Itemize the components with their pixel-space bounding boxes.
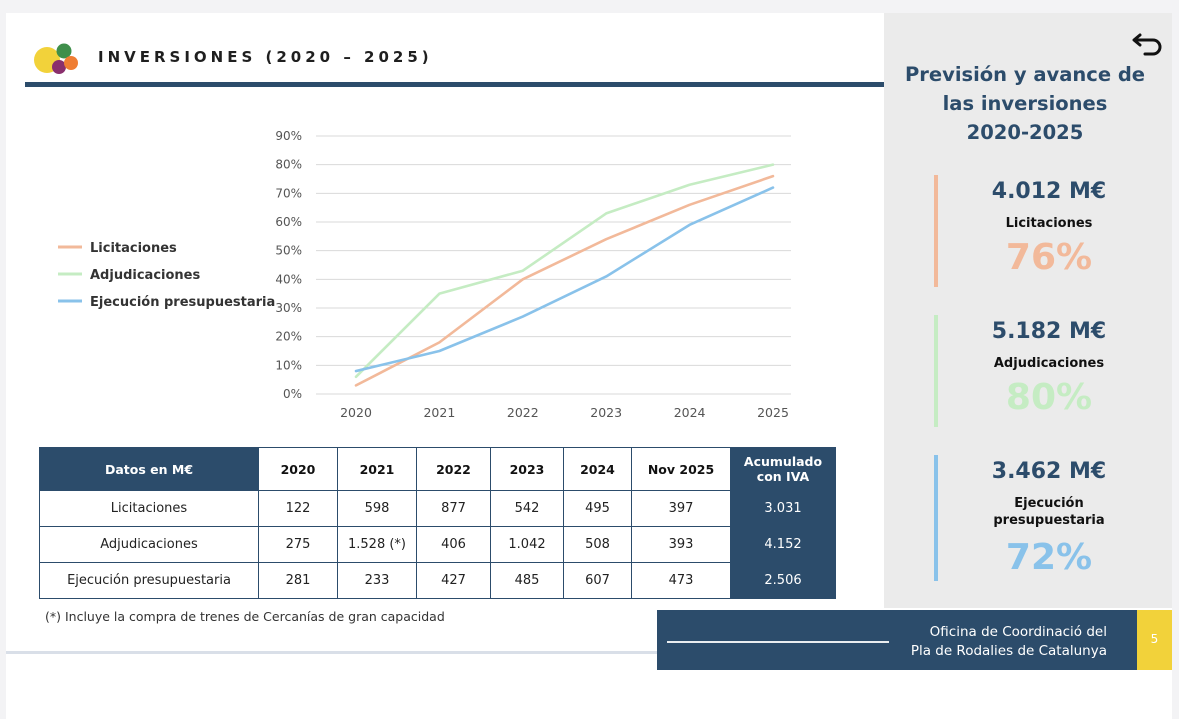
metric-bar xyxy=(934,315,938,427)
y-tick-labels: 0% 10% 20% 30% 40% 50% 60% 70% 80% 90% xyxy=(275,129,302,401)
table-cell: 473 xyxy=(631,562,731,599)
footnote: (*) Incluye la compra de trenes de Cerca… xyxy=(45,609,445,624)
side-panel: Previsión y avance de las inversiones 20… xyxy=(884,13,1172,608)
line-chart: 0%10%20%30%40%50%60%70%80%90% 2020 2021 20… xyxy=(58,129,791,418)
metric-label-line: Ejecución xyxy=(1014,496,1084,511)
x-tick-label: 2022 xyxy=(507,405,539,418)
metric-label: Licitaciones xyxy=(1005,216,1093,231)
legend-label: Licitaciones xyxy=(90,241,177,256)
table-header-cell: 2024 xyxy=(563,447,632,491)
panel-title-line: las inversiones xyxy=(942,92,1108,115)
table-header-row: Datos en M€ 2020 2021 2022 2023 2024 Nov… xyxy=(39,447,836,491)
table-cell: 1.528 (*) xyxy=(337,526,417,563)
table-cell: 607 xyxy=(563,562,632,599)
table-cell: 393 xyxy=(631,526,731,563)
metric-bar xyxy=(934,175,938,287)
table-row-label: Ejecución presupuestaria xyxy=(39,562,259,599)
footer-org-line1: Oficina de Coordinació del xyxy=(929,624,1107,640)
table-header-cell: 2020 xyxy=(258,447,338,491)
table-total-cell: 2.506 xyxy=(730,562,836,599)
x-tick-label: 2025 xyxy=(757,405,789,418)
table-cell: 495 xyxy=(563,490,632,527)
table-header-cell: Acumulado con IVA xyxy=(730,447,836,491)
table-cell: 406 xyxy=(416,526,491,563)
x-tick-label: 2024 xyxy=(674,405,706,418)
y-tick-label: 90% xyxy=(275,129,302,143)
x-tick-label: 2021 xyxy=(423,405,455,418)
y-tick-label: 60% xyxy=(275,215,302,229)
slide: INVERSIONES (2020 – 2025) 0% 10% 20% 30% 40%… xyxy=(6,13,1172,719)
table-header-cell: 2022 xyxy=(416,447,491,491)
footer-rule xyxy=(667,641,889,643)
table-row-label: Adjudicaciones xyxy=(39,526,259,563)
chart-legend: Licitaciones Adjudicaciones Ejecución pres… xyxy=(58,241,275,310)
metric-label-line: presupuestaria xyxy=(993,513,1105,528)
page-title: INVERSIONES (2020 – 2025) xyxy=(98,48,433,66)
x-tick-label: 2020 xyxy=(340,405,372,418)
table-cell: 542 xyxy=(490,490,564,527)
x-tick-labels: 2020 2021 2022 2023 2024 2025 xyxy=(340,405,789,418)
metric-amount: 5.182 M€ xyxy=(991,319,1107,344)
series-line xyxy=(354,163,775,379)
table-cell: 275 xyxy=(258,526,338,563)
metric-ejecucion: 3.462 M€ Ejecución presupuestaria 72% xyxy=(934,455,1164,581)
metric-licitaciones: 4.012 M€ Licitaciones 76% xyxy=(934,175,1164,287)
series-line xyxy=(354,174,775,387)
x-tick-label: 2023 xyxy=(590,405,622,418)
table-header-cell: Datos en M€ xyxy=(39,447,259,491)
table-cell: 233 xyxy=(337,562,417,599)
data-table: Datos en M€ 2020 2021 2022 2023 2024 Nov… xyxy=(39,447,836,599)
footer-org-line2: Pla de Rodalies de Catalunya xyxy=(910,643,1107,659)
legend-label: Ejecución presupuestaria xyxy=(90,295,275,310)
table-total-cell: 3.031 xyxy=(730,490,836,527)
header-rule xyxy=(25,82,885,87)
page-number: 5 xyxy=(1150,632,1159,646)
table-row: Adjudicaciones 275 1.528 (*) 406 1.042 5… xyxy=(39,526,836,563)
metric-percent: 76% xyxy=(1005,237,1093,278)
table-row: Licitaciones 122 598 877 542 495 397 3.0… xyxy=(39,490,836,527)
y-tick-label: 20% xyxy=(275,330,302,344)
circles-logo-icon xyxy=(34,43,78,74)
table-cell: 508 xyxy=(563,526,632,563)
table-cell: 122 xyxy=(258,490,338,527)
table-cell: 281 xyxy=(258,562,338,599)
table-row: Ejecución presupuestaria 281 233 427 485… xyxy=(39,562,836,599)
table-row-label: Licitaciones xyxy=(39,490,259,527)
metric-percent: 80% xyxy=(1005,377,1093,418)
page-number-box: 5 xyxy=(1137,610,1172,670)
y-tick-label: 30% xyxy=(275,301,302,315)
metric-label: Adjudicaciones xyxy=(993,356,1105,371)
y-tick-label: 40% xyxy=(275,272,302,286)
y-tick-label: 80% xyxy=(275,158,302,172)
table-cell: 427 xyxy=(416,562,491,599)
table-cell: 877 xyxy=(416,490,491,527)
metric-bar xyxy=(934,455,938,581)
chart-series xyxy=(354,163,775,387)
metric-adjudicaciones: 5.182 M€ Adjudicaciones 80% xyxy=(934,315,1164,427)
legend-label: Adjudicaciones xyxy=(90,268,200,283)
table-total-cell: 4.152 xyxy=(730,526,836,563)
metric-label: Ejecución presupuestaria xyxy=(944,495,1154,529)
table-cell: 1.042 xyxy=(490,526,564,563)
table-cell: 598 xyxy=(337,490,417,527)
table-header-cell: 2023 xyxy=(490,447,564,491)
y-tick-label: 70% xyxy=(275,186,302,200)
footer-box: Oficina de Coordinació del Pla de Rodali… xyxy=(657,610,1137,670)
y-tick-label: 0% xyxy=(283,387,302,401)
y-tick-label: 50% xyxy=(275,244,302,258)
panel-title: Previsión y avance de las inversiones 20… xyxy=(884,60,1166,147)
series-line xyxy=(354,186,775,373)
table-header-cell: Nov 2025 xyxy=(631,447,731,491)
back-arrow-icon[interactable] xyxy=(1131,29,1165,57)
bottom-rule xyxy=(6,651,886,654)
metric-amount: 4.012 M€ xyxy=(991,179,1107,204)
table-header-cell: 2021 xyxy=(337,447,417,491)
metric-amount: 3.462 M€ xyxy=(991,459,1107,484)
table-cell: 485 xyxy=(490,562,564,599)
panel-title-line: Previsión y avance de xyxy=(904,63,1146,86)
metric-percent: 72% xyxy=(1005,537,1093,578)
panel-title-line: 2020-2025 xyxy=(966,121,1084,144)
table-cell: 397 xyxy=(631,490,731,527)
y-tick-label: 10% xyxy=(275,358,302,372)
